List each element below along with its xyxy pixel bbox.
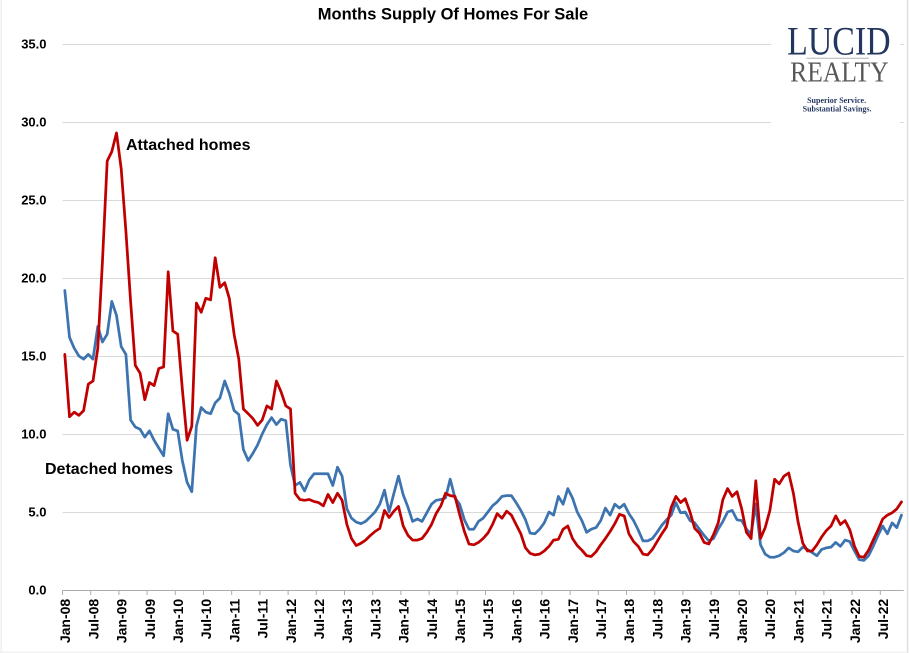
svg-text:Jul-13: Jul-13 (367, 599, 383, 640)
svg-text:0.0: 0.0 (28, 583, 46, 598)
svg-text:Jul-18: Jul-18 (649, 599, 665, 640)
svg-text:35.0: 35.0 (21, 37, 46, 52)
svg-text:Jan-22: Jan-22 (847, 599, 863, 644)
svg-text:Jul-16: Jul-16 (537, 599, 553, 640)
svg-text:Jul-09: Jul-09 (142, 599, 158, 640)
svg-text:Attached homes: Attached homes (126, 137, 251, 154)
svg-text:Jul-19: Jul-19 (706, 599, 722, 640)
svg-text:Jan-12: Jan-12 (283, 599, 299, 644)
svg-text:Jan-16: Jan-16 (508, 599, 524, 644)
svg-text:Detached homes: Detached homes (45, 461, 173, 478)
svg-text:Jan-11: Jan-11 (226, 599, 242, 643)
svg-text:Jul-14: Jul-14 (424, 599, 440, 640)
svg-text:Jul-20: Jul-20 (762, 599, 778, 640)
svg-text:10.0: 10.0 (21, 427, 46, 442)
svg-text:Substantial Savings.: Substantial Savings. (803, 104, 872, 113)
svg-text:Jan-08: Jan-08 (57, 599, 73, 644)
svg-text:Jul-12: Jul-12 (311, 599, 327, 640)
svg-text:REALTY: REALTY (790, 57, 889, 89)
svg-text:Jul-21: Jul-21 (819, 599, 835, 640)
svg-text:Jan-09: Jan-09 (114, 599, 130, 644)
svg-text:Jul-17: Jul-17 (593, 599, 609, 640)
svg-text:Jul-22: Jul-22 (875, 599, 891, 640)
svg-text:Jan-19: Jan-19 (678, 599, 694, 644)
svg-text:30.0: 30.0 (21, 115, 46, 130)
svg-text:15.0: 15.0 (21, 349, 46, 364)
svg-text:Jul-08: Jul-08 (85, 599, 101, 640)
svg-text:LUCID: LUCID (787, 18, 891, 63)
svg-text:Jul-15: Jul-15 (480, 599, 496, 640)
svg-text:Jan-20: Jan-20 (734, 599, 750, 644)
svg-text:Jan-21: Jan-21 (790, 599, 806, 644)
svg-text:20.0: 20.0 (21, 271, 46, 286)
svg-text:Jul-10: Jul-10 (198, 599, 214, 640)
svg-text:Jan-13: Jan-13 (339, 599, 355, 644)
svg-text:Jan-18: Jan-18 (621, 599, 637, 644)
svg-text:Jan-14: Jan-14 (396, 599, 412, 644)
svg-text:5.0: 5.0 (28, 505, 46, 520)
svg-text:Months Supply Of Homes For Sal: Months Supply Of Homes For Sale (318, 6, 588, 24)
svg-text:25.0: 25.0 (21, 193, 46, 208)
svg-text:Jul-11: Jul-11 (255, 599, 271, 639)
svg-text:Jan-15: Jan-15 (452, 599, 468, 644)
svg-text:Jan-17: Jan-17 (565, 599, 581, 644)
svg-text:Jan-10: Jan-10 (170, 599, 186, 644)
svg-text:Superior Service.: Superior Service. (807, 96, 866, 105)
